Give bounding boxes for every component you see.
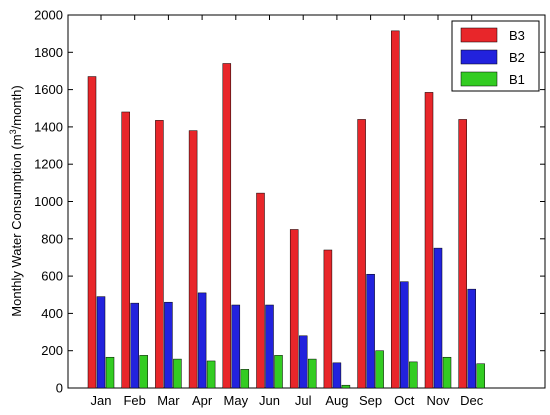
x-tick-label-feb: Feb	[123, 393, 145, 408]
bar-b1-nov	[442, 356, 452, 389]
bar-b2-jan	[96, 296, 106, 389]
bar-b1-mar	[173, 358, 182, 389]
y-tick-label: 1200	[34, 157, 63, 172]
bar-b2-mar	[164, 301, 173, 389]
bar-b3-may	[222, 63, 232, 389]
x-tick-label-mar: Mar	[157, 393, 180, 408]
bar-b2-jul	[298, 335, 308, 389]
bar-b3-jun	[256, 192, 265, 389]
bar-b1-sep	[375, 350, 384, 389]
y-axis-title-superscript: 3	[8, 129, 18, 134]
bar-b1-oct	[409, 361, 418, 389]
bar-b3-jul	[289, 229, 299, 389]
y-tick-label: 800	[41, 231, 63, 246]
bars	[87, 30, 485, 389]
bar-b1-feb	[139, 355, 148, 389]
bar-b1-jul	[307, 358, 317, 389]
bar-b2-feb	[130, 302, 139, 389]
y-tick-label: 1000	[34, 194, 63, 209]
bar-b3-feb	[121, 111, 130, 389]
x-tick-label-aug: Aug	[325, 393, 348, 408]
y-axis: 0 200 400 600 800 1000 1200 1400 1600 1800 2000	[34, 8, 545, 396]
legend-swatch-b3	[460, 27, 498, 43]
bar-b1-dec	[476, 363, 485, 389]
y-tick-label: 0	[56, 381, 63, 396]
bar-b3-oct	[391, 30, 400, 389]
bar-b1-aug	[341, 384, 351, 389]
bar-b3-jan	[87, 76, 97, 389]
x-tick-label-dec: Dec	[460, 393, 484, 408]
legend-swatch-b2	[460, 49, 498, 65]
legend: B3 B2 B1	[451, 20, 540, 92]
y-tick-label: 2000	[34, 8, 63, 23]
bar-b2-sep	[366, 273, 375, 389]
bar-b2-jun	[265, 304, 274, 389]
x-tick-label-may: May	[224, 393, 249, 408]
bar-b1-apr	[206, 360, 216, 389]
y-tick-label: 200	[41, 343, 63, 358]
bar-b3-sep	[357, 119, 366, 389]
legend-swatch-b1	[460, 71, 498, 87]
legend-label-b3: B3	[509, 28, 525, 43]
bar-b2-nov	[433, 247, 443, 389]
x-tick-label-sep: Sep	[359, 393, 382, 408]
legend-label-b1: B1	[509, 72, 525, 87]
x-tick-label-jun: Jun	[259, 393, 280, 408]
x-tick-label-jul: Jul	[295, 393, 312, 408]
legend-label-b2: B2	[509, 50, 525, 65]
x-tick-label-apr: Apr	[192, 393, 213, 408]
bar-b2-may	[231, 304, 241, 389]
bar-b2-apr	[197, 292, 207, 389]
bar-b3-nov	[424, 92, 434, 389]
y-tick-label: 1400	[34, 119, 63, 134]
bar-b3-apr	[188, 130, 198, 389]
x-axis: Jan Feb Mar Apr May Jun Jul Aug Sep Oct Nov Dec	[91, 15, 484, 408]
bar-b3-aug	[323, 249, 333, 389]
bar-b2-oct	[400, 281, 409, 389]
bar-b2-dec	[467, 288, 476, 389]
bar-b3-mar	[155, 120, 164, 389]
bar-b1-jun	[274, 355, 283, 389]
x-tick-label-nov: Nov	[426, 393, 450, 408]
y-tick-label: 600	[41, 269, 63, 284]
bar-b1-jan	[105, 356, 115, 389]
bar-b1-may	[240, 369, 250, 389]
y-tick-label: 400	[41, 306, 63, 321]
bar-b3-dec	[458, 119, 467, 389]
y-axis-title: Monthly Water Consumption (m3/month)	[8, 85, 24, 316]
y-tick-label: 1600	[34, 82, 63, 97]
x-tick-label-jan: Jan	[91, 393, 112, 408]
bar-b2-aug	[332, 362, 342, 389]
y-tick-label: 1800	[34, 45, 63, 60]
x-tick-label-oct: Oct	[394, 393, 415, 408]
